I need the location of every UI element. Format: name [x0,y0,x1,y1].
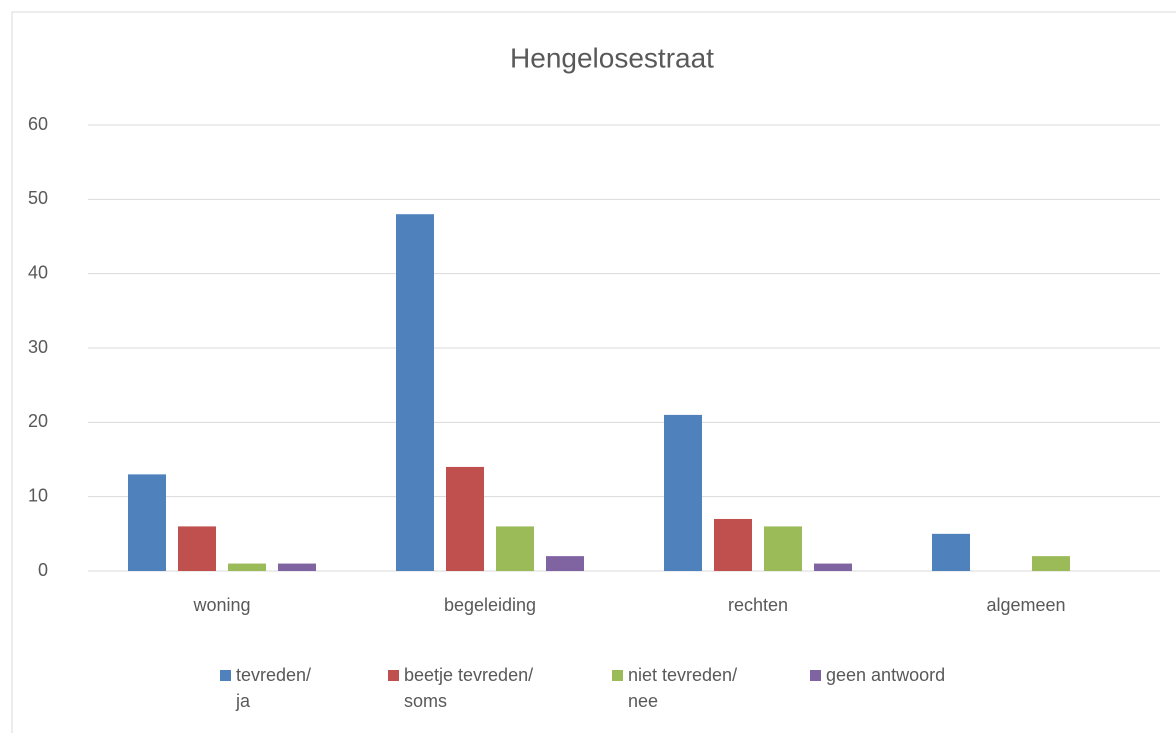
legend-swatch [388,670,399,681]
x-tick-label: begeleiding [444,595,536,615]
bar [396,214,434,571]
bar [814,563,852,571]
y-tick-label: 30 [28,337,48,357]
legend-entry: niet tevreden/ nee [612,662,758,714]
y-tick-label: 0 [38,560,48,580]
legend-swatch [612,670,623,681]
chart-title: Hengelosestraat [510,42,714,73]
chart-border [11,11,1176,733]
legend-entry: tevreden/ ja [220,662,326,714]
bar [664,414,702,571]
legend-entry: geen antwoord [810,662,1046,688]
bar [764,526,802,571]
legend-entry: beetje tevreden/ soms [388,662,569,714]
y-tick-label: 10 [28,485,48,505]
bar [546,556,584,571]
x-tick-label: woning [192,595,250,615]
y-tick-label: 20 [28,411,48,431]
bar [496,526,534,571]
legend-label: tevreden/ ja [236,665,312,711]
bar [278,563,316,571]
bar [1032,556,1070,571]
legend-label: geen antwoord [826,665,946,685]
x-tick-label: rechten [728,595,788,615]
bar [228,563,266,571]
legend: tevreden/ ja beetje tevreden/ soms niet te… [0,662,1176,722]
legend-label: beetje tevreden/ soms [404,665,534,711]
bar [932,533,970,571]
x-tick-label: algemeen [986,595,1065,615]
bar [128,474,166,571]
legend-label: niet tevreden/ nee [628,665,738,711]
y-tick-label: 40 [28,262,48,282]
legend-swatch [810,670,821,681]
bar [446,466,484,571]
bar [178,526,216,571]
y-tick-label: 50 [28,188,48,208]
y-tick-label: 60 [28,114,48,134]
bar [714,518,752,571]
legend-swatch [220,670,231,681]
